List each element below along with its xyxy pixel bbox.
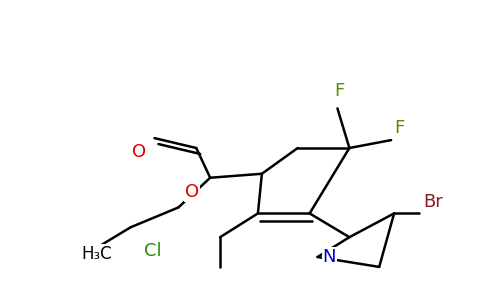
Text: N: N	[323, 248, 336, 266]
Text: H₃C: H₃C	[81, 245, 111, 263]
Text: Cl: Cl	[144, 242, 161, 260]
Text: F: F	[334, 82, 345, 100]
Text: Br: Br	[423, 193, 443, 211]
Text: O: O	[132, 143, 146, 161]
Text: O: O	[185, 183, 199, 201]
Text: F: F	[394, 119, 404, 137]
